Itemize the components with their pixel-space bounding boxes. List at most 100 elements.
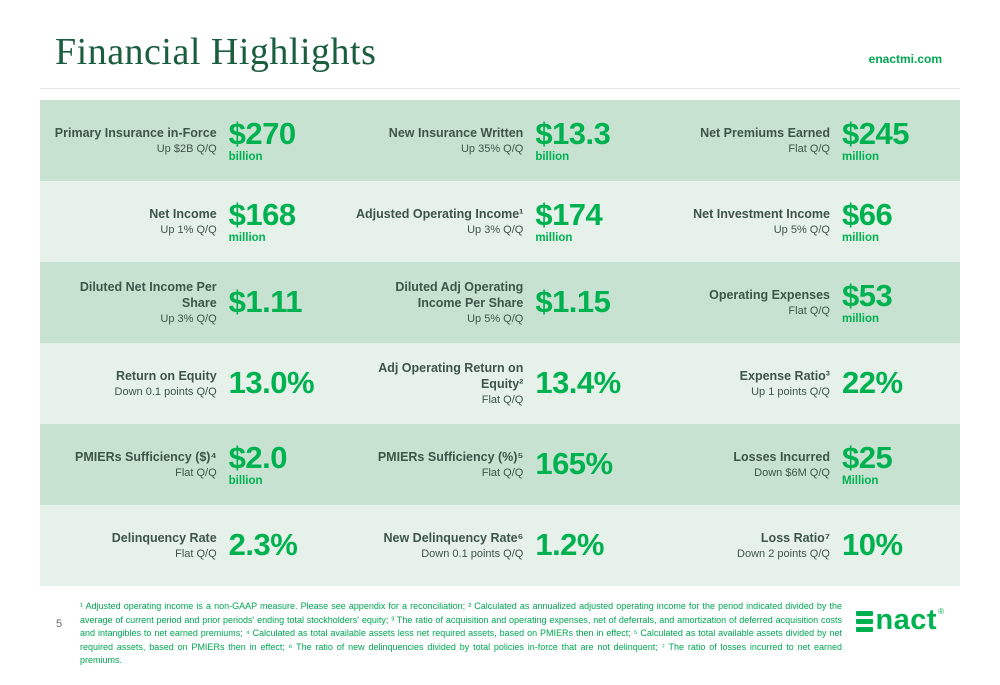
metric-value: $53	[841, 278, 893, 314]
metric-label: Return on Equity	[115, 368, 217, 383]
metric-card: New Insurance Written Up 35% Q/Q $13.3 b…	[347, 100, 654, 181]
metric-label: Adj Operating Return on Equity²	[378, 360, 524, 391]
metric-label: Delinquency Rate	[111, 530, 217, 545]
metric-value: 13.0%	[228, 365, 315, 401]
metric-change: Up 1% Q/Q	[160, 224, 217, 237]
metric-label: Loss Ratio⁷	[760, 530, 830, 545]
metric-value: 2.3%	[228, 527, 298, 563]
metric-value-block: $174 million	[535, 199, 639, 244]
metric-change: Flat Q/Q	[788, 143, 830, 156]
metric-label-block: Diluted Net Income Per Share Up 3% Q/Q	[45, 280, 217, 325]
metric-card: Delinquency Rate Flat Q/Q 2.3%	[40, 505, 347, 586]
metric-change: Up 5% Q/Q	[773, 224, 830, 237]
metric-value-block: 22%	[842, 367, 946, 400]
metric-value-block: 1.2%	[535, 529, 639, 562]
metric-change: Flat Q/Q	[175, 548, 217, 561]
metric-label: Losses Incurred	[733, 449, 830, 464]
metric-value-block: 2.3%	[229, 529, 333, 562]
metric-value-block: $25 Million	[842, 442, 946, 487]
metric-card: Losses Incurred Down $6M Q/Q $25 Million	[653, 424, 960, 505]
metric-change: Down 0.1 points Q/Q	[421, 548, 524, 561]
metrics-row: Delinquency Rate Flat Q/Q 2.3% New Delin…	[40, 505, 960, 586]
metrics-row: PMIERs Sufficiency ($)⁴ Flat Q/Q $2.0 bi…	[40, 424, 960, 505]
metric-card: Adjusted Operating Income¹ Up 3% Q/Q $17…	[347, 181, 654, 262]
metric-label-block: Expense Ratio³ Up 1 points Q/Q	[740, 369, 830, 399]
metric-label: Operating Expenses	[709, 287, 830, 302]
metric-change: Down 2 points Q/Q	[737, 548, 830, 561]
metric-value: $13.3	[535, 116, 611, 152]
metric-unit: million	[841, 312, 880, 325]
metric-change: Flat Q/Q	[481, 467, 524, 480]
metric-change: Up 3% Q/Q	[467, 224, 524, 237]
enact-logo: nact ®	[856, 606, 944, 635]
enact-logo-e-icon	[856, 611, 874, 632]
metric-value-block: 13.4%	[535, 367, 639, 400]
metric-value-block: $66 million	[842, 199, 946, 244]
metric-unit: billion	[228, 150, 263, 163]
registered-mark: ®	[938, 607, 944, 616]
site-link[interactable]: enactmi.com	[868, 52, 942, 66]
metric-unit: Million	[841, 474, 879, 487]
metric-value-block: $2.0 billion	[229, 442, 333, 487]
metric-card: Net Investment Income Up 5% Q/Q $66 mill…	[653, 181, 960, 262]
metric-label-block: Net Investment Income Up 5% Q/Q	[693, 207, 830, 237]
metric-value-block: 165%	[535, 448, 639, 481]
metric-label-block: Delinquency Rate Flat Q/Q	[112, 531, 217, 561]
metric-label: Net Premiums Earned	[700, 125, 830, 140]
metric-label-block: Net Premiums Earned Flat Q/Q	[700, 126, 830, 156]
metric-label: New Insurance Written	[388, 125, 524, 140]
metric-value: $2.0	[228, 440, 288, 476]
metric-label-block: PMIERs Sufficiency ($)⁴ Flat Q/Q	[75, 450, 217, 480]
footnotes-text: ¹ Adjusted operating income is a non-GAA…	[80, 601, 842, 665]
metric-unit: billion	[535, 150, 570, 163]
metric-label: PMIERs Sufficiency (%)⁵	[377, 449, 524, 464]
metric-label-block: Return on Equity Down 0.1 points Q/Q	[115, 369, 217, 399]
metric-card: Net Premiums Earned Flat Q/Q $245 millio…	[653, 100, 960, 181]
metric-label-block: Adjusted Operating Income¹ Up 3% Q/Q	[356, 207, 523, 237]
metric-value: 13.4%	[535, 365, 621, 401]
metric-change: Down 0.1 points Q/Q	[114, 386, 217, 399]
page-number: 5	[56, 618, 63, 630]
metric-change: Up 5% Q/Q	[467, 313, 524, 326]
metric-value-block: 10%	[842, 529, 946, 562]
metric-unit: million	[228, 231, 266, 244]
metric-value: $174	[535, 197, 603, 233]
metric-change: Flat Q/Q	[788, 305, 830, 318]
metric-value: $245	[841, 116, 909, 152]
metric-value-block: $53 million	[842, 280, 946, 325]
metric-unit: billion	[228, 474, 263, 487]
metric-card: Loss Ratio⁷ Down 2 points Q/Q 10%	[653, 505, 960, 586]
metric-label-block: Loss Ratio⁷ Down 2 points Q/Q	[737, 531, 830, 561]
metric-change: Down $6M Q/Q	[754, 467, 830, 480]
enact-logo-text: nact	[875, 604, 938, 636]
metric-label: Net Investment Income	[693, 206, 830, 221]
metric-label-block: Diluted Adj Operating Income Per Share U…	[351, 280, 523, 325]
metric-label-block: New Delinquency Rate⁶ Down 0.1 points Q/…	[384, 531, 524, 561]
metric-label: New Delinquency Rate⁶	[383, 530, 524, 545]
header-divider	[40, 88, 960, 89]
metric-card: Diluted Adj Operating Income Per Share U…	[347, 262, 654, 343]
metric-card: PMIERs Sufficiency ($)⁴ Flat Q/Q $2.0 bi…	[40, 424, 347, 505]
metric-unit: million	[841, 231, 880, 244]
metric-unit: million	[535, 231, 573, 244]
metric-label: Diluted Adj Operating Income Per Share	[395, 279, 524, 310]
metric-card: PMIERs Sufficiency (%)⁵ Flat Q/Q 165%	[347, 424, 654, 505]
page-title: Financial Highlights	[55, 31, 377, 73]
metric-value-block: $1.11	[229, 286, 333, 319]
metric-label: Net Income	[149, 206, 217, 221]
metric-value-block: 13.0%	[229, 367, 333, 400]
metric-value-block: $270 billion	[229, 118, 333, 163]
metric-label-block: Adj Operating Return on Equity² Flat Q/Q	[351, 361, 523, 406]
metric-label: Primary Insurance in-Force	[54, 125, 217, 140]
metric-label-block: PMIERs Sufficiency (%)⁵ Flat Q/Q	[378, 450, 523, 480]
metric-card: Net Income Up 1% Q/Q $168 million	[40, 181, 347, 262]
metrics-grid: Primary Insurance in-Force Up $2B Q/Q $2…	[40, 100, 960, 586]
metric-value: 10%	[841, 527, 903, 563]
metrics-row: Return on Equity Down 0.1 points Q/Q 13.…	[40, 343, 960, 424]
metric-card: Adj Operating Return on Equity² Flat Q/Q…	[347, 343, 654, 424]
metric-value: $168	[228, 197, 296, 233]
metric-card: Primary Insurance in-Force Up $2B Q/Q $2…	[40, 100, 347, 181]
metric-value: $25	[841, 440, 893, 476]
metric-value: $1.15	[535, 284, 611, 320]
metric-change: Flat Q/Q	[481, 394, 524, 407]
